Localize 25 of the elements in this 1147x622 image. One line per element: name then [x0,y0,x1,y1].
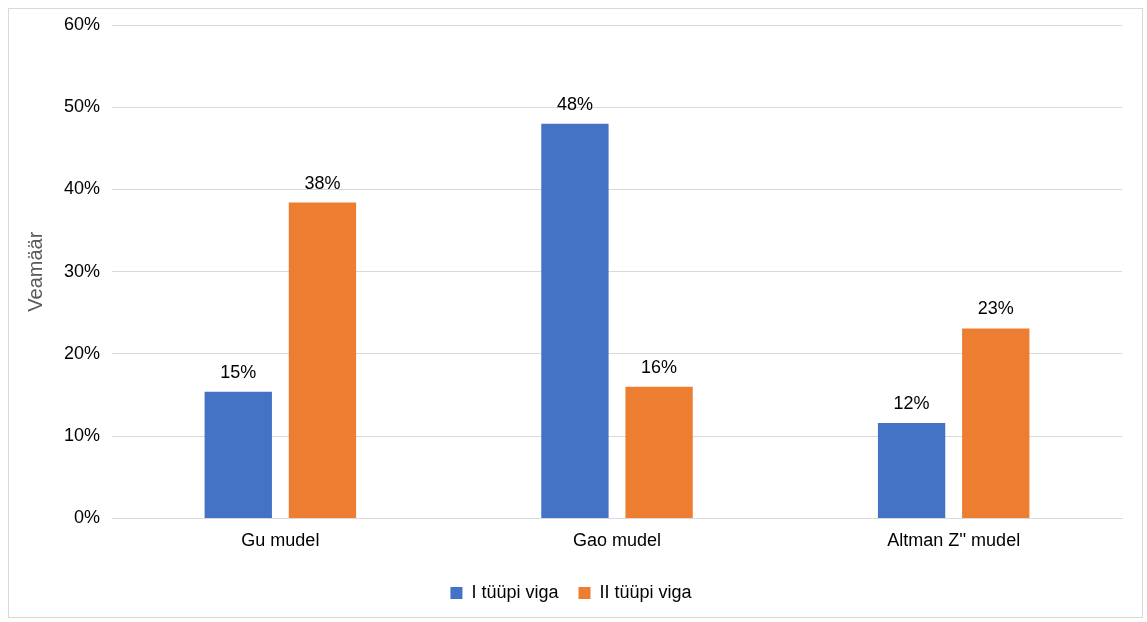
bar [288,202,357,518]
y-tick-label: 20% [64,342,101,363]
data-label: 48% [556,93,593,114]
bar [204,391,272,518]
y-tick-label: 0% [74,507,101,528]
bar [541,123,609,518]
bar [625,386,693,518]
y-tick-label: 40% [64,178,101,199]
data-label: 15% [220,361,257,382]
y-tick-label: 50% [64,96,101,117]
bar [962,328,1030,518]
data-label: 16% [641,356,678,377]
data-label: 12% [893,392,930,413]
y-tick-label: 30% [64,260,101,281]
bar [877,423,946,518]
y-axis-title: Veamäär [23,231,46,312]
y-tick-label: 10% [64,425,101,446]
y-tick-label: 60% [64,13,101,34]
data-label: 38% [304,172,341,193]
data-label: 23% [977,298,1014,319]
legend-label: I tüüpi viga [471,581,560,602]
x-tick-label: Gao mudel [572,530,662,551]
x-tick-label: Gu mudel [241,530,320,551]
x-tick-label: Altman Z'' mudel [887,530,1021,551]
legend-label: II tüüpi viga [599,581,693,602]
